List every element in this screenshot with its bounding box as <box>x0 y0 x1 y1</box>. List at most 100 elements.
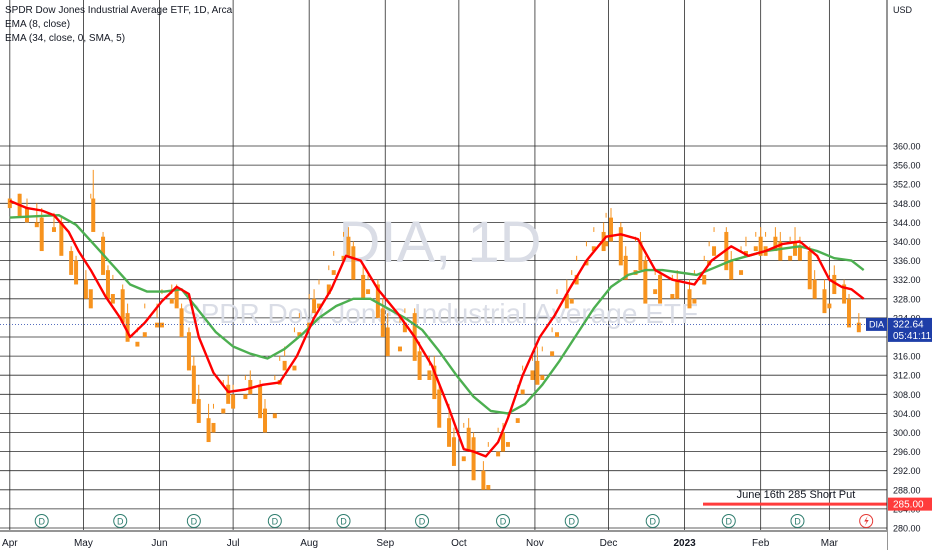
price-tick-label: 304.00 <box>893 409 921 419</box>
dividend-marker[interactable]: D <box>645 514 660 528</box>
candle-body <box>451 437 456 466</box>
dividend-marker[interactable]: D <box>186 514 201 528</box>
candle-body <box>481 470 486 490</box>
candle-body <box>466 427 471 452</box>
candle-body <box>91 198 96 232</box>
dividend-marker[interactable]: D <box>34 514 49 528</box>
candle-body <box>375 284 380 318</box>
candle-body <box>535 360 540 385</box>
candle-body <box>739 270 744 275</box>
candle-body <box>196 399 201 423</box>
candle-body <box>292 365 297 371</box>
candle-body <box>402 322 407 333</box>
dividend-marker-label: D <box>726 517 733 527</box>
candle-body <box>169 298 174 304</box>
legend-ema-fast[interactable]: EMA (8, close) <box>5 19 71 30</box>
time-tick-label: Oct <box>451 538 467 549</box>
candle-body <box>847 298 852 328</box>
candle-body <box>486 485 491 490</box>
time-tick-label: Sep <box>376 538 394 549</box>
candle-body <box>380 308 385 337</box>
candle-body <box>83 279 88 299</box>
candle-body <box>191 365 196 404</box>
candle-body <box>231 394 236 409</box>
legend-title[interactable]: SPDR Dow Jones Industrial Average ETF, 1… <box>5 5 233 16</box>
price-tick-label: 280.00 <box>893 524 921 534</box>
candle-body <box>211 422 216 433</box>
price-tick-label: 356.00 <box>893 161 921 171</box>
dividend-marker-circle[interactable] <box>186 514 201 528</box>
candle-body <box>827 303 832 309</box>
dividend-marker[interactable]: D <box>721 514 736 528</box>
candle-body <box>272 413 277 419</box>
candle-body <box>135 341 140 347</box>
candle-body <box>729 260 734 280</box>
candle-body <box>797 246 802 261</box>
dividend-marker[interactable]: D <box>336 514 351 528</box>
price-tick-label: 340.00 <box>893 237 921 247</box>
dividend-marker[interactable]: D <box>267 514 282 528</box>
dividend-marker-circle[interactable] <box>267 514 282 528</box>
candle-body <box>496 451 501 457</box>
time-tick-label: Mar <box>821 538 839 549</box>
price-tick-label: 352.00 <box>893 180 921 190</box>
candle-body <box>822 289 827 314</box>
dividend-marker-circle[interactable] <box>790 514 805 528</box>
candle-body <box>88 289 93 309</box>
dividend-marker-circle[interactable] <box>415 514 430 528</box>
time-tick-label: Nov <box>526 538 544 549</box>
candle-body <box>385 327 390 357</box>
candle-body <box>307 322 312 328</box>
dividend-marker-circle[interactable] <box>34 514 49 528</box>
time-axis-background <box>0 530 887 550</box>
level-price-tag: 285.00 <box>888 497 932 511</box>
dividend-marker-circle[interactable] <box>336 514 351 528</box>
dividend-marker[interactable]: D <box>415 514 430 528</box>
dividend-marker-circle[interactable] <box>645 514 660 528</box>
candle-body <box>773 236 778 252</box>
price-axis-background <box>887 0 932 550</box>
price-tick-label: 332.00 <box>893 275 921 285</box>
candle-body <box>397 346 402 352</box>
dividend-marker[interactable]: D <box>564 514 579 528</box>
candle-body <box>432 365 437 400</box>
candle-body <box>437 389 442 428</box>
dividend-marker-label: D <box>649 517 656 527</box>
candle-body <box>653 289 658 295</box>
price-tick-label: 292.00 <box>893 466 921 476</box>
price-tag-countdown: 05:41:11 <box>893 331 932 342</box>
candle-body <box>564 294 569 309</box>
price-tag-symbol: DIA <box>869 319 884 329</box>
watermark-name: SPDR Dow Jones Industrial Average ETF <box>182 298 698 329</box>
dividend-marker[interactable]: D <box>790 514 805 528</box>
short-put-level[interactable]: June 16th 285 Short Put <box>703 489 887 506</box>
dividend-marker-circle[interactable] <box>721 514 736 528</box>
candle-body <box>186 332 191 371</box>
candle-body <box>753 246 758 252</box>
time-tick-label: Apr <box>2 538 18 549</box>
dividend-marker-circle[interactable] <box>113 514 128 528</box>
time-axis[interactable]: Apr May Jun Jul Aug Sep Oct Nov Dec 2023 Feb Mar <box>0 530 887 550</box>
price-axis-ticks: 280.00284.00288.00292.00296.00300.00304.… <box>893 142 921 534</box>
currency-label: USD <box>893 5 913 15</box>
price-tick-label: 360.00 <box>893 142 921 152</box>
candle-body <box>778 241 783 261</box>
candle-body <box>618 227 623 266</box>
candle-body <box>658 274 663 304</box>
time-tick-label: May <box>74 538 93 549</box>
time-axis-ticks: Apr May Jun Jul Aug Sep Oct Nov Dec 2023 Feb Mar <box>2 538 839 549</box>
dividend-marker-circle[interactable] <box>496 514 511 528</box>
price-tag-price: 322.64 <box>893 319 924 330</box>
legend-ema-slow[interactable]: EMA (34, close, 0, SMA, 5) <box>5 33 126 44</box>
dividend-marker-circle[interactable] <box>564 514 579 528</box>
candle-body <box>712 246 717 256</box>
dividend-marker[interactable]: D <box>496 514 511 528</box>
candle-body <box>550 351 555 357</box>
price-axis[interactable]: 280.00284.00288.00292.00296.00300.00304.… <box>866 0 932 550</box>
last-price-tag: DIA 322.64 05:41:11 <box>866 317 932 342</box>
dividend-marker[interactable]: D <box>113 514 128 528</box>
candle-body <box>159 322 164 328</box>
